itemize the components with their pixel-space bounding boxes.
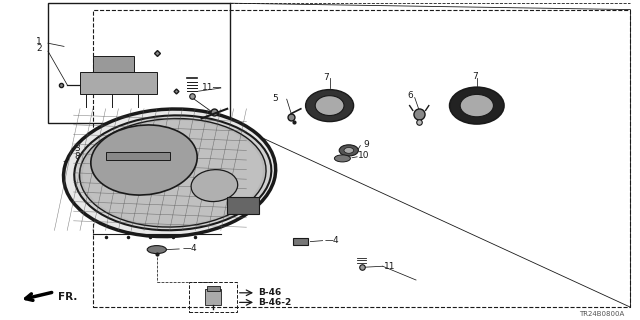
Text: —4: —4 — [324, 236, 339, 245]
Text: 2: 2 — [36, 44, 42, 53]
Bar — [93, 56, 134, 72]
Text: —4: —4 — [182, 244, 197, 253]
Text: 3: 3 — [74, 144, 80, 153]
Ellipse shape — [91, 125, 197, 195]
Text: B-46-2: B-46-2 — [258, 298, 291, 307]
Text: 11: 11 — [384, 262, 396, 271]
Bar — [205, 289, 221, 305]
Ellipse shape — [79, 118, 266, 227]
Ellipse shape — [460, 94, 493, 117]
Ellipse shape — [449, 87, 504, 124]
Ellipse shape — [339, 145, 358, 156]
Text: 11—: 11— — [202, 83, 223, 92]
Text: B-46: B-46 — [258, 288, 281, 297]
Ellipse shape — [335, 155, 351, 162]
Text: 6: 6 — [407, 92, 413, 100]
Bar — [80, 72, 157, 94]
Bar — [293, 238, 308, 245]
Text: TR24B0800A: TR24B0800A — [579, 311, 624, 316]
Text: 10: 10 — [358, 151, 370, 160]
Bar — [106, 152, 170, 160]
Bar — [227, 197, 259, 214]
Ellipse shape — [316, 96, 344, 116]
Text: 5: 5 — [273, 94, 278, 103]
Ellipse shape — [344, 148, 354, 153]
Text: FR.: FR. — [58, 292, 77, 302]
Bar — [189, 282, 237, 312]
Ellipse shape — [74, 115, 271, 230]
Bar — [48, 3, 230, 123]
Text: 1: 1 — [36, 37, 42, 46]
Text: 8: 8 — [74, 152, 80, 161]
Bar — [93, 10, 630, 307]
Text: 9: 9 — [363, 140, 369, 149]
Text: 7: 7 — [324, 73, 329, 82]
Ellipse shape — [191, 170, 237, 202]
Ellipse shape — [147, 246, 166, 253]
Ellipse shape — [83, 120, 263, 225]
Ellipse shape — [63, 109, 276, 236]
Bar — [207, 286, 220, 291]
Ellipse shape — [306, 90, 354, 122]
Text: 7: 7 — [472, 72, 477, 81]
